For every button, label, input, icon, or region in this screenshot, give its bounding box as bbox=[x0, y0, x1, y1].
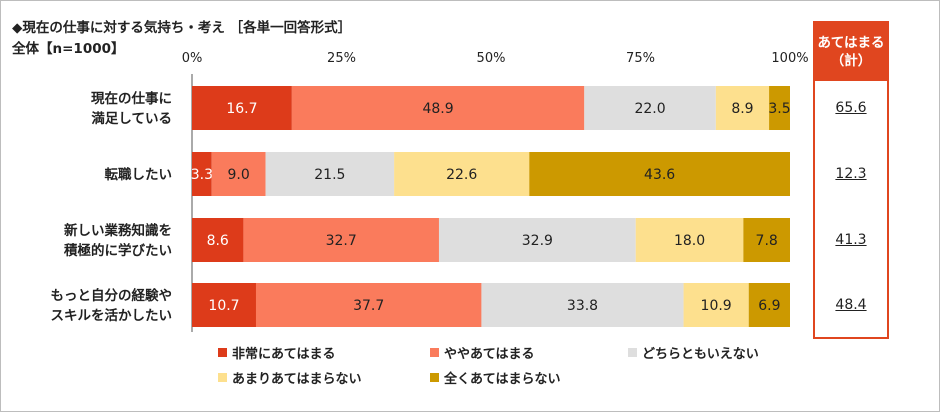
data-label: 10.7 bbox=[208, 298, 239, 314]
legend-label: 全くあてはまらない bbox=[443, 371, 560, 387]
summary-header: あてはまる （計） bbox=[815, 23, 887, 81]
summary-header-line1: あてはまる bbox=[817, 35, 885, 51]
bar-segment bbox=[243, 218, 439, 262]
category-label: もっと自分の経験や bbox=[51, 287, 173, 304]
data-label: 8.9 bbox=[731, 101, 753, 117]
bar-segment bbox=[192, 152, 212, 196]
bar-segment bbox=[291, 86, 585, 130]
bar-segment bbox=[584, 86, 716, 130]
bar-segment bbox=[529, 152, 790, 196]
x-tick-label: 0% bbox=[182, 51, 203, 66]
x-tick-label: 100% bbox=[771, 51, 808, 66]
bar-segment bbox=[481, 283, 684, 327]
bar-segment bbox=[265, 152, 395, 196]
category-label: 転職したい bbox=[105, 166, 173, 183]
data-label: 6.9 bbox=[758, 298, 780, 314]
bar-segment bbox=[255, 283, 482, 327]
data-label: 22.6 bbox=[446, 167, 477, 183]
data-label: 9.0 bbox=[228, 167, 250, 183]
bar-segment bbox=[715, 86, 770, 130]
data-label: 48.9 bbox=[422, 101, 453, 117]
x-tick-label: 75% bbox=[626, 51, 655, 66]
summary-value: 41.3 bbox=[835, 232, 867, 248]
bar-segment bbox=[748, 283, 790, 327]
data-label: 43.6 bbox=[644, 167, 675, 183]
bar-segment bbox=[192, 283, 256, 327]
data-label: 33.8 bbox=[567, 298, 598, 314]
bar-segment bbox=[192, 218, 244, 262]
bar-segment bbox=[192, 86, 292, 130]
bar-segment bbox=[743, 218, 790, 262]
data-label: 16.7 bbox=[226, 101, 257, 117]
legend-swatch bbox=[218, 373, 227, 382]
data-label: 32.7 bbox=[326, 233, 357, 249]
legend-label: あまりあてはまらない bbox=[232, 372, 361, 387]
summary-header-line2: （計） bbox=[830, 53, 872, 69]
legend-label: どちらともいえない bbox=[642, 347, 759, 362]
chart-subtitle: 全体【n=1000】 bbox=[12, 41, 125, 57]
data-label: 21.5 bbox=[314, 167, 345, 183]
data-label: 8.6 bbox=[207, 233, 229, 249]
data-label: 10.9 bbox=[701, 298, 732, 314]
summary-value: 65.6 bbox=[835, 100, 867, 116]
summary-value: 48.4 bbox=[835, 297, 867, 313]
summary-box: あてはまる （計） 65.6 12.3 41.3 48.4 bbox=[813, 21, 889, 339]
bar-segment bbox=[769, 86, 790, 130]
legend-swatch bbox=[430, 348, 439, 357]
legend-swatch bbox=[430, 373, 439, 382]
x-tick-label: 25% bbox=[327, 51, 356, 66]
legend-label: 非常にあてはまる bbox=[232, 346, 335, 362]
category-label: 積極的に学びたい bbox=[63, 242, 172, 259]
data-label: 22.0 bbox=[634, 101, 665, 117]
category-label: 現在の仕事に bbox=[91, 90, 172, 107]
bar-segment bbox=[683, 283, 749, 327]
data-label: 37.7 bbox=[353, 298, 384, 314]
bar-segment bbox=[635, 218, 744, 262]
data-label: 32.9 bbox=[522, 233, 553, 249]
x-tick-label: 50% bbox=[477, 51, 506, 66]
bar-segment bbox=[211, 152, 266, 196]
data-label: 3.5 bbox=[768, 101, 790, 117]
legend-swatch bbox=[218, 348, 227, 357]
legend-label: ややあてはまる bbox=[444, 347, 534, 362]
data-label: 3.3 bbox=[191, 167, 213, 183]
bar-segment bbox=[394, 152, 530, 196]
chart-title: ◆現在の仕事に対する気持ち・考え ［各単一回答形式］ bbox=[12, 20, 352, 36]
category-label: スキルを活かしたい bbox=[51, 307, 173, 324]
data-label: 7.8 bbox=[756, 233, 778, 249]
summary-value: 12.3 bbox=[835, 166, 867, 182]
category-label: 新しい業務知識を bbox=[64, 222, 172, 239]
data-label: 18.0 bbox=[674, 233, 705, 249]
legend-swatch bbox=[628, 348, 637, 357]
category-label: 満足している bbox=[91, 110, 172, 127]
bar-segment bbox=[438, 218, 636, 262]
